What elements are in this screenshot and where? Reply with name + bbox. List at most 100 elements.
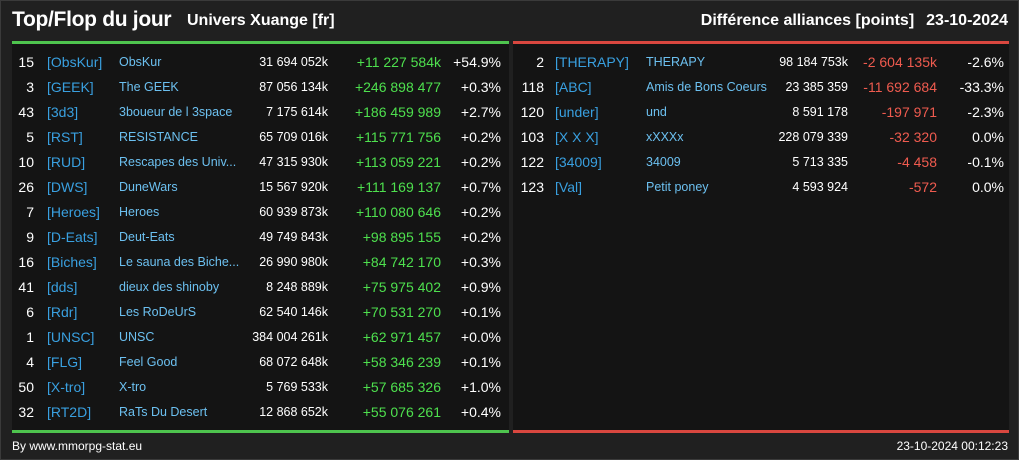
alliance-rank: 7 [26, 204, 34, 220]
table-row: 122 [34009] 34009 5 713 335 -4 458 -0.1% [513, 150, 1009, 175]
alliance-tag[interactable]: [RT2D] [47, 404, 92, 420]
table-row: 41 [dds] dieux des shinoby 8 248 889k +75 97… [12, 275, 509, 300]
table-row: 123 [Val] Petit poney 4 593 924 -572 0.0% [513, 175, 1009, 200]
alliance-tag[interactable]: [RUD] [47, 154, 86, 170]
alliance-name[interactable]: dieux des shinoby [119, 280, 220, 294]
percent-change: +0.3% [460, 254, 501, 270]
percent-change: +0.2% [460, 204, 501, 220]
points-difference: +84 742 170 [362, 254, 441, 270]
points-difference: +111 169 137 [357, 179, 441, 195]
alliance-tag[interactable]: [D-Eats] [47, 229, 98, 245]
alliance-name[interactable]: und [646, 105, 667, 119]
alliance-points: 60 939 873k [259, 205, 328, 219]
alliance-rank: 120 [520, 104, 544, 120]
alliance-tag[interactable]: [FLG] [47, 354, 83, 370]
alliance-tag[interactable]: [Biches] [47, 254, 97, 270]
alliance-name[interactable]: 3boueur de l 3space [119, 105, 233, 119]
header-right: Différence alliances [points] 23-10-2024 [701, 12, 1008, 30]
alliance-rank: 123 [520, 179, 544, 195]
percent-change: +0.1% [460, 304, 501, 320]
alliance-tag[interactable]: [3d3] [47, 104, 79, 120]
table-row: 118 [ABC] Amis de Bons Coeurs 23 385 359 -11… [513, 75, 1009, 100]
alliance-name[interactable]: The GEEK [119, 80, 179, 94]
alliance-tag[interactable]: [X X X] [555, 129, 599, 145]
alliance-name[interactable]: Heroes [119, 205, 160, 219]
alliance-tag[interactable]: [under] [555, 104, 599, 120]
alliance-name[interactable]: Le sauna des Biche... [119, 255, 240, 269]
alliance-tag[interactable]: [RST] [47, 129, 83, 145]
alliance-points: 68 072 648k [259, 355, 328, 369]
alliance-name[interactable]: UNSC [119, 330, 155, 344]
alliance-tag[interactable]: [DWS] [47, 179, 88, 195]
alliance-tag[interactable]: [34009] [555, 154, 602, 170]
alliance-name[interactable]: xXXXx [646, 130, 684, 144]
alliance-tag[interactable]: [Val] [555, 179, 582, 195]
points-difference: +186 459 989 [354, 104, 441, 120]
alliance-rank: 15 [18, 54, 34, 70]
alliance-points: 65 709 016k [259, 130, 328, 144]
alliance-rank: 5 [26, 129, 34, 145]
alliance-tag[interactable]: [ABC] [555, 79, 592, 95]
percent-change: +2.7% [460, 104, 501, 120]
table-row: 10 [RUD] Rescapes des Univ... 47 315 930k +1… [12, 150, 509, 175]
alliance-name[interactable]: X-tro [119, 380, 147, 394]
top-losers-panel: 2 [THERAPY] THERAPY 98 184 753k -2 604 135k -… [513, 41, 1009, 433]
alliance-name[interactable]: DuneWars [119, 180, 178, 194]
table-row: 43 [3d3] 3boueur de l 3space 7 175 614k +186… [12, 100, 509, 125]
alliance-rank: 50 [18, 379, 34, 395]
table-row: 15 [ObsKur] ObsKur 31 694 052k +11 227 584k +… [12, 50, 509, 75]
table-row: 1 [UNSC] UNSC 384 004 261k +62 971 457 +0.0% [12, 325, 509, 350]
alliance-rank: 3 [26, 79, 34, 95]
alliance-tag[interactable]: [Rdr] [47, 304, 78, 320]
points-difference: +246 898 477 [354, 79, 441, 95]
alliance-rank: 6 [26, 304, 34, 320]
alliance-tag[interactable]: [ObsKur] [47, 54, 103, 70]
alliance-name[interactable]: THERAPY [646, 55, 706, 69]
report-date: 23-10-2024 [926, 12, 1008, 29]
points-difference: -4 458 [897, 154, 937, 170]
alliance-name[interactable]: RaTs Du Desert [119, 405, 208, 419]
alliance-tag[interactable]: [Heroes] [47, 204, 100, 220]
alliance-name[interactable]: Petit poney [646, 180, 709, 194]
percent-change: +0.3% [460, 79, 501, 95]
alliance-tag[interactable]: [X-tro] [47, 379, 86, 395]
points-difference: +58 346 239 [362, 354, 441, 370]
alliance-name[interactable]: 34009 [646, 155, 681, 169]
alliance-tag[interactable]: [GEEK] [47, 79, 94, 95]
alliance-rank: 1 [26, 329, 34, 345]
alliance-name[interactable]: RESISTANCE [119, 130, 198, 144]
alliance-points: 7 175 614k [266, 105, 328, 119]
points-difference: -11 692 684 [863, 79, 937, 95]
alliance-name[interactable]: Deut-Eats [119, 230, 175, 244]
alliance-tag[interactable]: [UNSC] [47, 329, 95, 345]
alliance-points: 4 593 924 [792, 180, 848, 194]
alliance-tag[interactable]: [dds] [47, 279, 78, 295]
alliance-name[interactable]: Les RoDeUrS [119, 305, 197, 319]
alliance-points: 5 769 533k [266, 380, 328, 394]
table-row: 26 [DWS] DuneWars 15 567 920k +111 169 137 +0… [12, 175, 509, 200]
percent-change: -2.3% [967, 104, 1004, 120]
table-row: 16 [Biches] Le sauna des Biche... 26 990 98… [12, 250, 509, 275]
alliance-points: 12 868 652k [259, 405, 328, 419]
alliance-rank: 2 [536, 54, 544, 70]
percent-change: +0.4% [460, 404, 501, 420]
footer-timestamp: 23-10-2024 00:12:23 [896, 439, 1008, 453]
table-row: 4 [FLG] Feel Good 68 072 648k +58 346 239 +0.… [12, 350, 509, 375]
percent-change: +0.2% [460, 154, 501, 170]
alliance-name[interactable]: Rescapes des Univ... [119, 155, 237, 169]
alliance-rank: 122 [520, 154, 544, 170]
table-row: 3 [GEEK] The GEEK 87 056 134k +246 898 477 +0… [12, 75, 509, 100]
alliance-rank: 10 [18, 154, 34, 170]
alliance-tag[interactable]: [THERAPY] [555, 54, 629, 70]
alliance-name[interactable]: Amis de Bons Coeurs [646, 80, 767, 94]
alliance-points: 49 749 843k [259, 230, 328, 244]
alliance-name[interactable]: Feel Good [119, 355, 178, 369]
metric-label: Différence alliances [points] [700, 12, 915, 29]
points-difference: -32 320 [889, 129, 937, 145]
table-row: 7 [Heroes] Heroes 60 939 873k +110 080 646 +0… [12, 200, 509, 225]
page-title: Top/Flop du jour [12, 8, 172, 31]
alliance-name[interactable]: ObsKur [119, 55, 162, 69]
points-difference: +75 975 402 [362, 279, 441, 295]
points-difference: -197 971 [881, 104, 937, 120]
percent-change: +0.9% [460, 279, 501, 295]
